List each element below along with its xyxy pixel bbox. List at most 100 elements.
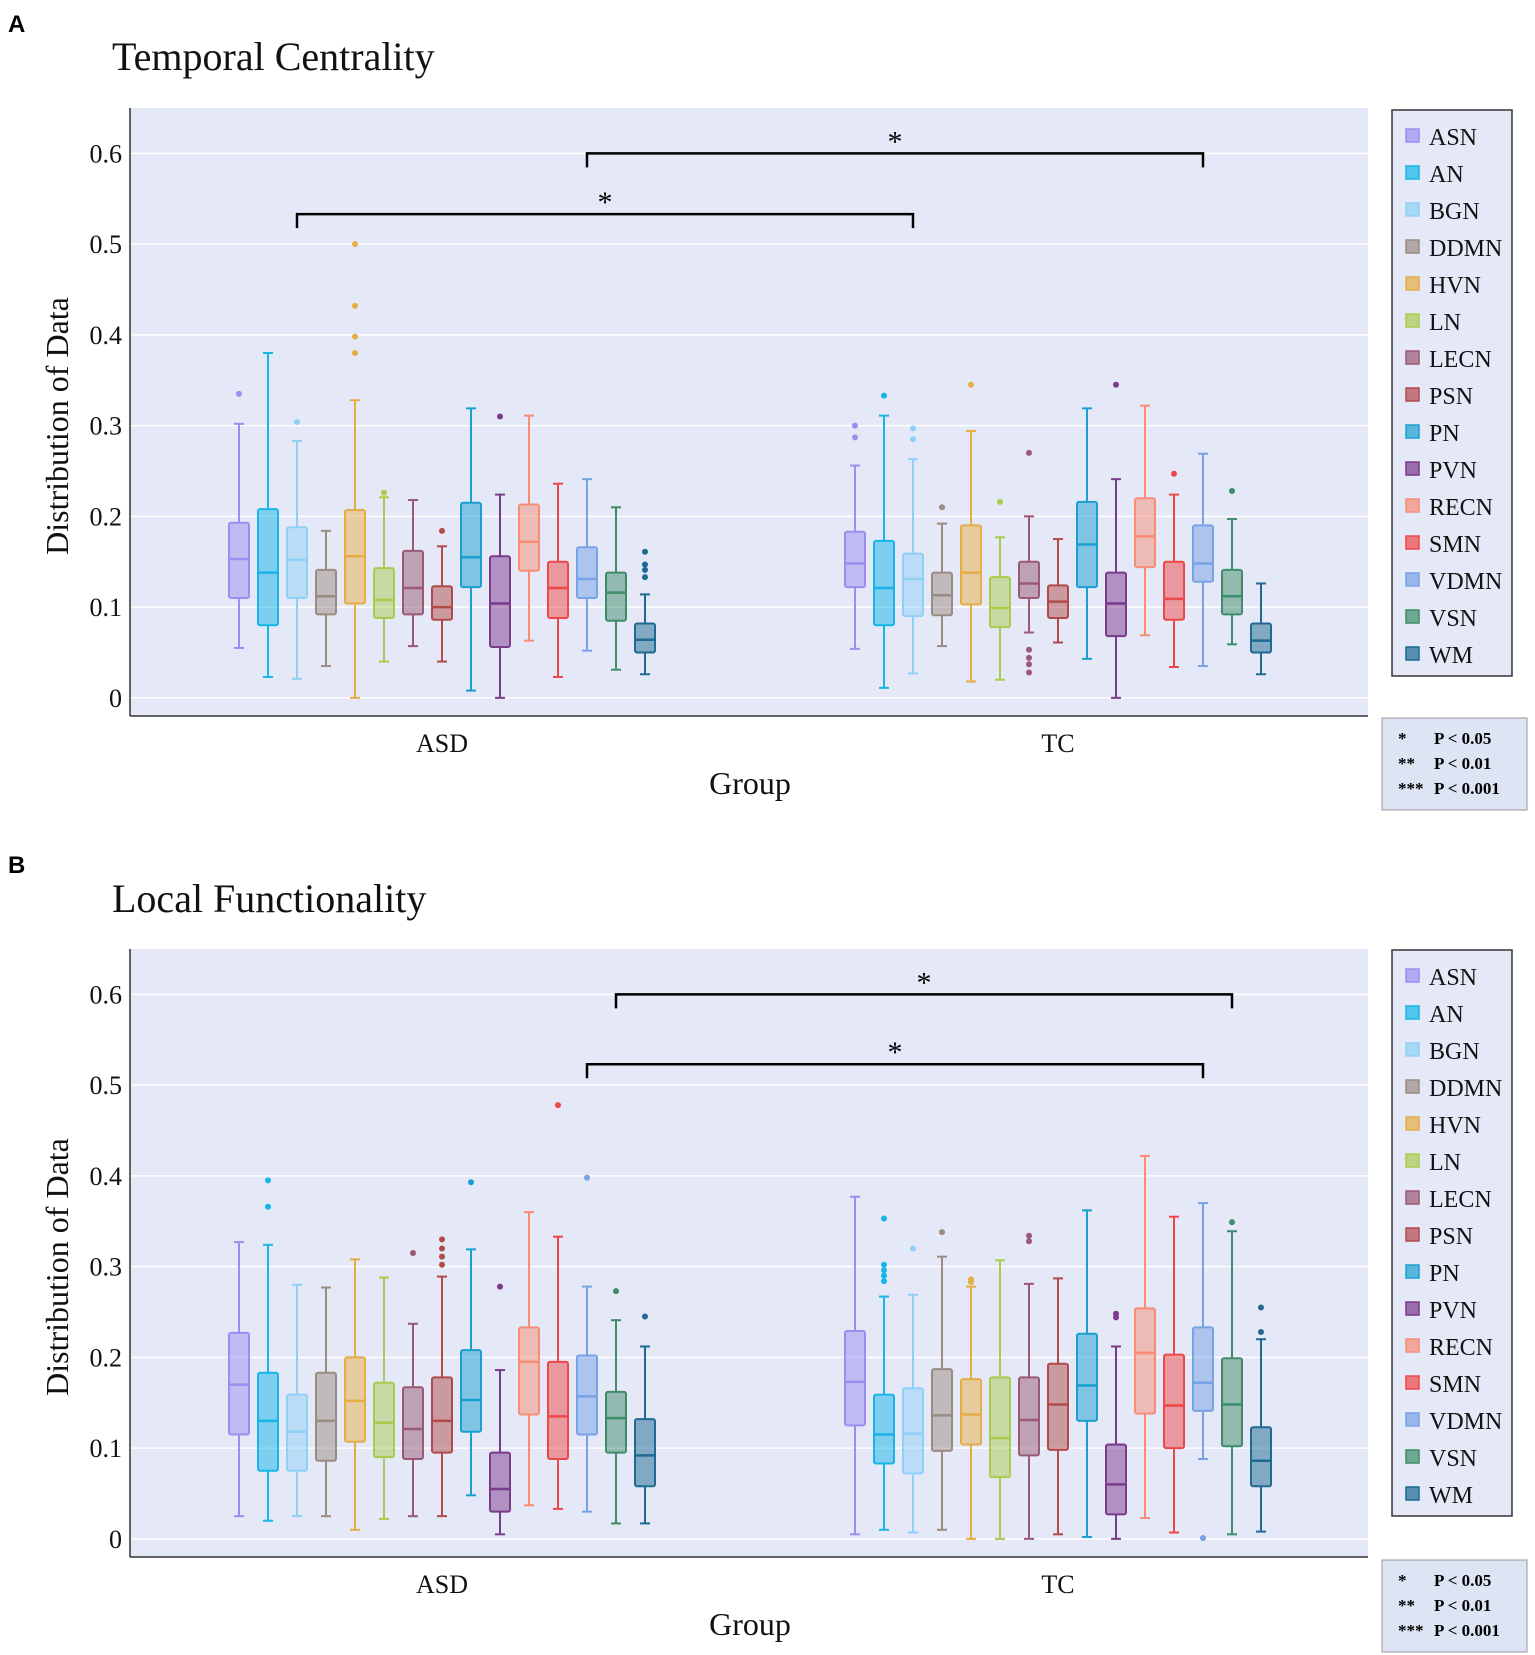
legend-label: AN — [1429, 1002, 1464, 1028]
box-tc-an — [873, 1215, 895, 1531]
legend-item-vsn: VSN — [1405, 1446, 1477, 1472]
outlier-point — [1200, 1534, 1206, 1541]
chart-title: Local Functionality — [112, 876, 426, 921]
box-asd-psn — [431, 1236, 453, 1518]
box-body — [844, 530, 866, 589]
box-body — [902, 1387, 924, 1475]
box-tc-vsn — [1221, 1219, 1243, 1536]
box-body — [931, 1368, 953, 1452]
box-asd-ddmn — [315, 1286, 337, 1518]
significance-bracket: * — [295, 186, 915, 229]
legend-item-vdmn: VDMN — [1405, 1409, 1502, 1435]
y-tick-label: 0.6 — [90, 980, 123, 1009]
outlier-point — [1229, 1219, 1235, 1226]
box-body — [844, 1330, 866, 1427]
box-tc-lecn — [1018, 1232, 1040, 1540]
legend-item-smn: SMN — [1405, 532, 1481, 558]
box-tc-psn — [1047, 538, 1069, 644]
outlier-point — [439, 1236, 445, 1243]
box-body — [1105, 1443, 1127, 1516]
x-tick-label: ASD — [416, 729, 468, 758]
legend-item-vsn: VSN — [1405, 606, 1477, 632]
legend-label: SMN — [1429, 532, 1481, 558]
legend-item-pvn: PVN — [1405, 458, 1477, 484]
legend-label: PSN — [1429, 1224, 1473, 1250]
box-asd-pvn — [489, 413, 511, 699]
outlier-point — [265, 1177, 271, 1184]
box-body — [576, 1354, 598, 1436]
box-asd-hvn — [344, 241, 366, 699]
outlier-point — [497, 413, 503, 420]
outlier-point — [1026, 669, 1032, 676]
box-body — [1163, 1353, 1185, 1450]
x-tick-label: TC — [1041, 729, 1074, 758]
y-tick-label: 0 — [109, 684, 122, 713]
p-note-text: P < 0.05 — [1434, 1571, 1491, 1590]
plot-area — [130, 949, 1368, 1557]
legend-swatch — [1405, 646, 1420, 661]
legend-item-recn: RECN — [1405, 1335, 1493, 1361]
outlier-point — [881, 392, 887, 399]
box-tc-smn — [1163, 470, 1185, 668]
box-tc-recn — [1134, 1154, 1156, 1519]
box-body — [1221, 568, 1243, 616]
legend-item-bgn: BGN — [1405, 1039, 1480, 1065]
box-body — [547, 1360, 569, 1460]
outlier-point — [1258, 1304, 1264, 1311]
y-tick-label: 0.4 — [90, 321, 123, 350]
outlier-point — [1113, 1310, 1119, 1317]
x-tick-label: TC — [1041, 1570, 1074, 1599]
legend-swatch — [1405, 239, 1420, 254]
box-body — [228, 521, 250, 600]
legend-label: VSN — [1429, 606, 1477, 632]
box-asd-wm — [634, 1313, 656, 1525]
legend-label: VDMN — [1429, 1409, 1502, 1435]
p-note-stars: *** — [1398, 779, 1424, 798]
legend-item-asn: ASN — [1405, 125, 1477, 151]
box-body — [605, 571, 627, 622]
p-value-note-frame — [1381, 1559, 1528, 1653]
box-asd-recn — [518, 1211, 540, 1507]
legend-swatch — [1405, 387, 1420, 402]
box-asd-ddmn — [315, 529, 337, 668]
legend-label: LECN — [1429, 347, 1492, 373]
legend-label: LECN — [1429, 1187, 1492, 1213]
box-body — [1250, 622, 1272, 654]
significance-bracket: * — [585, 125, 1205, 168]
box-body — [373, 567, 395, 619]
y-tick-label: 0.6 — [90, 139, 123, 168]
legend-swatch — [1405, 535, 1420, 550]
box-body — [1221, 1357, 1243, 1448]
box-tc-wm — [1250, 582, 1272, 676]
box-asd-vdmn — [576, 1174, 598, 1513]
legend-item-hvn: HVN — [1405, 273, 1481, 299]
box-tc-hvn — [960, 1276, 982, 1540]
box-body — [1134, 497, 1156, 569]
legend-label: PVN — [1429, 1298, 1477, 1324]
box-body — [344, 1356, 366, 1443]
box-tc-smn — [1163, 1215, 1185, 1534]
legend-item-asn: ASN — [1405, 965, 1477, 991]
box-asd-smn — [547, 482, 569, 678]
outlier-point — [910, 425, 916, 432]
outlier-point — [939, 504, 945, 511]
legend: ASN AN BGN DDMN HVN LN LECN PSN PN PVN RECN SMN VDMN… — [1391, 109, 1513, 677]
outlier-point — [439, 1253, 445, 1260]
legend-item-an: AN — [1405, 162, 1464, 188]
outlier-point — [352, 333, 358, 340]
box-body — [873, 1393, 895, 1465]
legend-item-pvn: PVN — [1405, 1298, 1477, 1324]
legend-label: LN — [1429, 310, 1461, 336]
y-tick-label: 0 — [109, 1525, 122, 1554]
legend-swatch — [1405, 1190, 1420, 1205]
outlier-point — [439, 1245, 445, 1252]
legend-swatch — [1405, 424, 1420, 439]
legend-swatch — [1405, 276, 1420, 291]
legend-label: PN — [1429, 1261, 1460, 1287]
box-asd-vsn — [605, 1288, 627, 1525]
p-note-text: P < 0.05 — [1434, 729, 1491, 748]
outlier-point — [642, 566, 648, 573]
box-asd-lecn — [402, 1250, 424, 1518]
outlier-point — [939, 1229, 945, 1236]
legend-label: AN — [1429, 162, 1464, 188]
